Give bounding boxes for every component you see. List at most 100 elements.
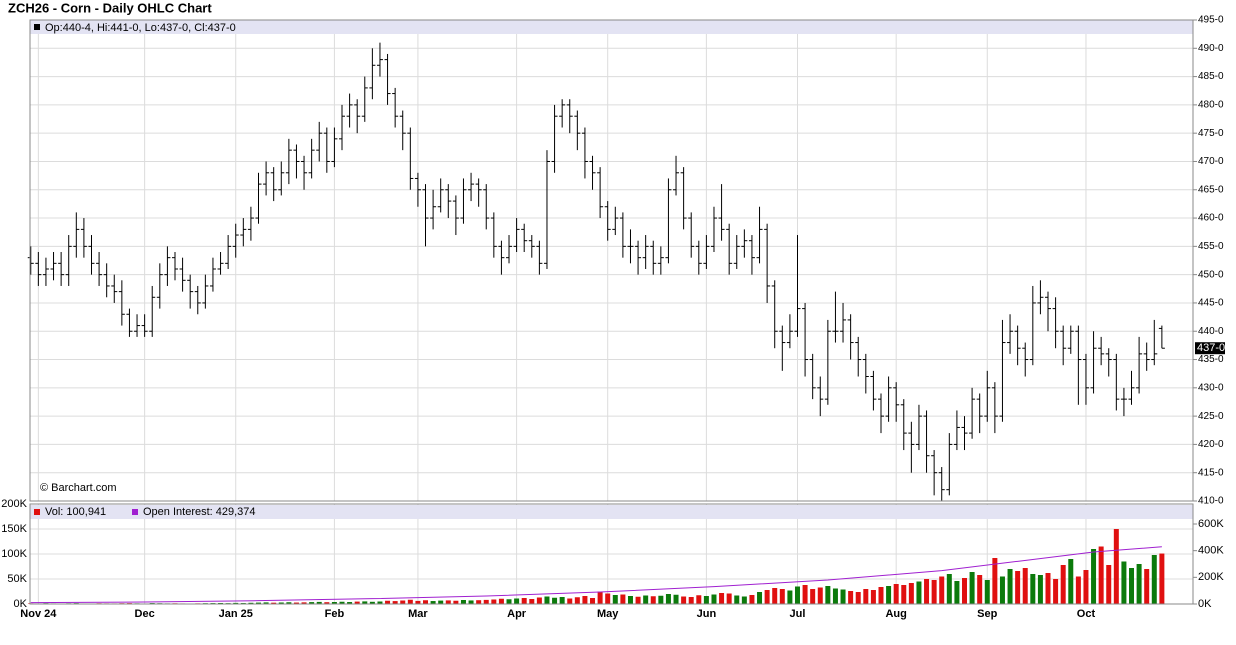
y-tick-label: 470-0	[1198, 156, 1224, 167]
volume-bar	[385, 600, 391, 604]
volume-bar	[521, 598, 527, 604]
y2-tick-label: 400K	[1198, 545, 1224, 557]
volume-bar	[794, 586, 800, 604]
y-tick-label: 415-0	[1198, 467, 1224, 478]
volume-bar	[886, 586, 892, 604]
volume-bar	[802, 585, 808, 604]
y-tick-label: 200K	[1, 498, 27, 510]
volume-bar	[415, 600, 421, 604]
volume-bar	[468, 600, 474, 604]
volume-bar	[832, 588, 838, 604]
volume-bar	[711, 594, 717, 604]
x-tick-label: Mar	[408, 608, 428, 620]
volume-bar	[582, 596, 588, 604]
volume-bar	[696, 595, 702, 604]
x-tick-label: Aug	[885, 608, 906, 620]
volume-bar	[423, 600, 429, 604]
volume-bar	[347, 602, 353, 604]
volume-bar	[263, 602, 269, 604]
volume-bar	[536, 597, 542, 604]
volume-bar	[855, 592, 861, 604]
volume-bar	[848, 591, 854, 604]
y-tick-label: 495-0	[1198, 15, 1224, 26]
y-tick-label: 460-0	[1198, 213, 1224, 224]
last-price-box	[1195, 342, 1225, 355]
y-tick-label: 465-0	[1198, 184, 1224, 195]
legend-swatch	[132, 509, 138, 515]
y-tick-label: 445-0	[1198, 298, 1224, 309]
volume-bar	[612, 595, 618, 604]
volume-bar	[772, 588, 778, 604]
volume-bar	[438, 600, 444, 604]
open-interest-line	[30, 546, 1162, 604]
volume-bar	[293, 602, 299, 604]
volume-bar	[590, 598, 596, 604]
volume-bar	[734, 595, 740, 604]
x-tick-label: Dec	[135, 608, 155, 620]
volume-bar	[529, 599, 535, 604]
volume-bar	[931, 580, 937, 604]
volume-bar	[1159, 553, 1165, 604]
volume-bar	[1083, 570, 1089, 604]
volume-bar	[1045, 573, 1051, 604]
volume-bar	[650, 596, 656, 604]
volume-bar	[1022, 568, 1028, 604]
x-tick-label: Oct	[1077, 608, 1096, 620]
volume-bar	[825, 586, 831, 604]
volume-bar	[779, 589, 785, 604]
volume-bar	[817, 587, 823, 604]
volume-bar	[309, 602, 315, 604]
x-tick-label: Jun	[697, 608, 717, 620]
volume-bar	[316, 601, 322, 604]
volume-bar	[810, 589, 816, 604]
volume-bar	[787, 590, 793, 604]
volume-bar	[863, 589, 869, 604]
last-price-label: 437-0	[1197, 342, 1225, 354]
y-tick-label: 450-0	[1198, 269, 1224, 280]
volume-bar	[627, 596, 633, 604]
volume-bar	[1136, 564, 1142, 604]
x-tick-label: Apr	[507, 608, 527, 620]
volume-bar	[954, 581, 960, 604]
volume-bar	[1037, 575, 1043, 604]
volume-bar	[1121, 561, 1127, 604]
volume-bar	[916, 581, 922, 604]
y-tick-label: 0K	[14, 598, 28, 610]
volume-bar	[552, 597, 558, 604]
volume-bar	[256, 602, 262, 604]
volume-bar	[377, 601, 383, 604]
y-tick-label: 455-0	[1198, 241, 1224, 252]
volume-bar	[741, 596, 747, 604]
y-tick-label: 475-0	[1198, 128, 1224, 139]
volume-bar	[878, 587, 884, 604]
volume-bar	[901, 585, 907, 604]
x-tick-label: Nov 24	[20, 608, 57, 620]
volume-bar	[1106, 565, 1112, 604]
volume-bar	[924, 579, 930, 604]
volume-bar	[567, 598, 573, 604]
volume-legend: Vol: 100,941	[45, 506, 106, 518]
y2-tick-label: 0K	[1198, 598, 1212, 610]
volume-bar	[1007, 569, 1013, 604]
volume-bar	[544, 596, 550, 604]
x-tick-label: May	[597, 608, 619, 620]
volume-bar	[476, 600, 482, 604]
volume-bar	[324, 602, 330, 604]
open-interest-legend: Open Interest: 429,374	[143, 506, 256, 518]
y-tick-label: 490-0	[1198, 43, 1224, 54]
volume-bar	[483, 599, 489, 604]
volume-frame	[29, 503, 1194, 605]
volume-bar	[1053, 579, 1059, 604]
volume-bar	[1015, 571, 1021, 604]
y-tick-label: 430-0	[1198, 382, 1224, 393]
volume-bar	[430, 601, 436, 604]
chart-title: ZCH26 - Corn - Daily OHLC Chart	[8, 0, 212, 15]
volume-bar	[1091, 549, 1097, 604]
y-tick-label: 435-0	[1198, 354, 1224, 365]
y-tick-label: 100K	[1, 548, 27, 560]
x-tick-label: Jan 25	[219, 608, 253, 620]
volume-bar	[354, 601, 360, 604]
volume-bar	[764, 590, 770, 604]
volume-bar	[643, 595, 649, 604]
